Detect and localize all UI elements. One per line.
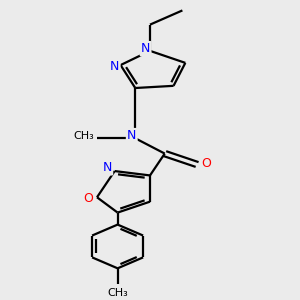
- Text: O: O: [201, 157, 211, 170]
- Text: CH₃: CH₃: [74, 131, 94, 141]
- Text: N: N: [103, 161, 112, 174]
- Text: N: N: [110, 60, 119, 73]
- Text: O: O: [83, 192, 93, 205]
- Text: N: N: [127, 129, 136, 142]
- Text: N: N: [141, 42, 150, 55]
- Text: CH₃: CH₃: [107, 288, 128, 298]
